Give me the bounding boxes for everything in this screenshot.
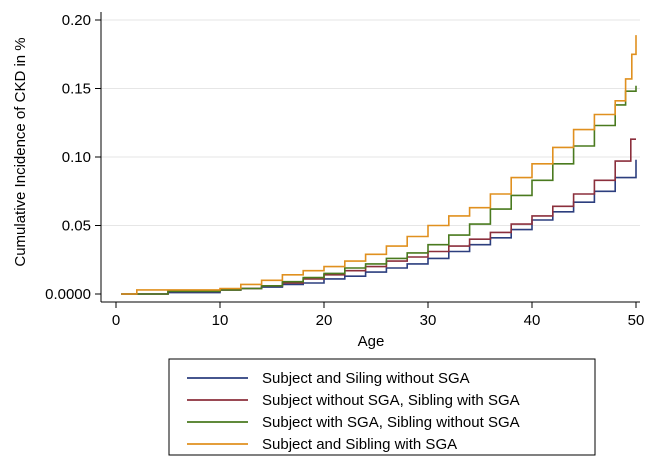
x-tick-label: 50 bbox=[628, 312, 645, 329]
x-axis-title: Age bbox=[358, 333, 385, 350]
legend: Subject and Siling without SGA Subject wi… bbox=[168, 358, 596, 456]
legend-label-2: Subject without SGA, Sibling with SGA bbox=[262, 392, 520, 409]
y-tick-label: 0.10 bbox=[62, 149, 91, 166]
x-tick-label: 40 bbox=[524, 312, 541, 329]
series-line-2 bbox=[121, 138, 636, 295]
series-lines bbox=[121, 35, 637, 295]
x-tick-label: 0 bbox=[112, 312, 120, 329]
series-line-1 bbox=[121, 159, 637, 295]
legend-box bbox=[168, 358, 596, 456]
series-line-3 bbox=[121, 85, 637, 295]
y-tick-label: 0.20 bbox=[62, 12, 91, 29]
series-line-4 bbox=[121, 35, 637, 295]
legend-label-1: Subject and Siling without SGA bbox=[262, 370, 470, 387]
x-tick-label: 30 bbox=[420, 312, 437, 329]
y-tick-label: 0.05 bbox=[62, 218, 91, 235]
gridlines bbox=[101, 19, 640, 226]
x-tick-label: 20 bbox=[316, 312, 333, 329]
legend-label-3: Subject with SGA, Sibling without SGA bbox=[262, 414, 520, 431]
x-tick-label: 10 bbox=[212, 312, 229, 329]
y-tick-label: 0.15 bbox=[62, 81, 91, 98]
legend-label-4: Subject and Sibling with SGA bbox=[262, 436, 457, 453]
ticks: 0.0000 0.05 0.10 0.15 0.20 0 10 20 30 40 50 bbox=[45, 12, 644, 329]
y-axis-title: Cumulative Incidence of CKD in % bbox=[12, 37, 29, 266]
y-tick-label: 0.0000 bbox=[45, 286, 91, 303]
